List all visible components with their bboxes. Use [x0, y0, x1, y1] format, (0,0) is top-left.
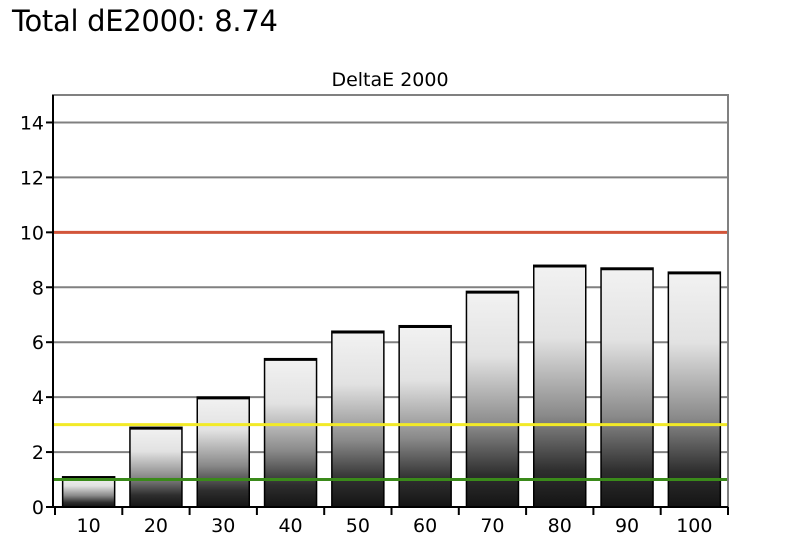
- bar: [398, 324, 452, 508]
- y-tick-label: 6: [32, 332, 44, 354]
- x-tick-label: 10: [77, 515, 101, 537]
- y-tick-label: 14: [20, 112, 44, 134]
- page-title: Total dE2000: 8.74: [12, 4, 278, 38]
- y-tick-label: 12: [20, 167, 44, 189]
- bar: [533, 264, 587, 508]
- x-tick-label: 40: [278, 515, 302, 537]
- x-tick-label: 100: [676, 515, 712, 537]
- x-tick-label: 90: [615, 515, 639, 537]
- x-tick-label: 60: [413, 515, 437, 537]
- y-tick-label: 8: [32, 277, 44, 299]
- x-tick-label: 50: [346, 515, 370, 537]
- bar: [263, 357, 318, 508]
- chart-title: DeltaE 2000: [331, 69, 448, 91]
- bar: [600, 267, 654, 508]
- axes: 0 2 4 6 8 10 12 14 10 20 30 40 50 60 70 80 90 100: [20, 95, 729, 537]
- y-tick-label: 0: [32, 497, 44, 519]
- y-tick-label: 4: [32, 387, 44, 409]
- bar: [61, 476, 116, 508]
- y-tick-label: 2: [32, 442, 44, 464]
- bar: [465, 290, 520, 508]
- bar: [331, 330, 385, 508]
- x-tick-label: 70: [480, 515, 504, 537]
- bar: [196, 396, 250, 508]
- x-tick-label: 30: [211, 515, 235, 537]
- bar: [667, 271, 722, 508]
- x-tick-label: 20: [144, 515, 168, 537]
- bars: [61, 264, 722, 508]
- bar: [129, 426, 183, 508]
- reference-lines: [53, 230, 728, 482]
- y-tick-label: 10: [20, 222, 44, 244]
- x-tick-label: 80: [548, 515, 572, 537]
